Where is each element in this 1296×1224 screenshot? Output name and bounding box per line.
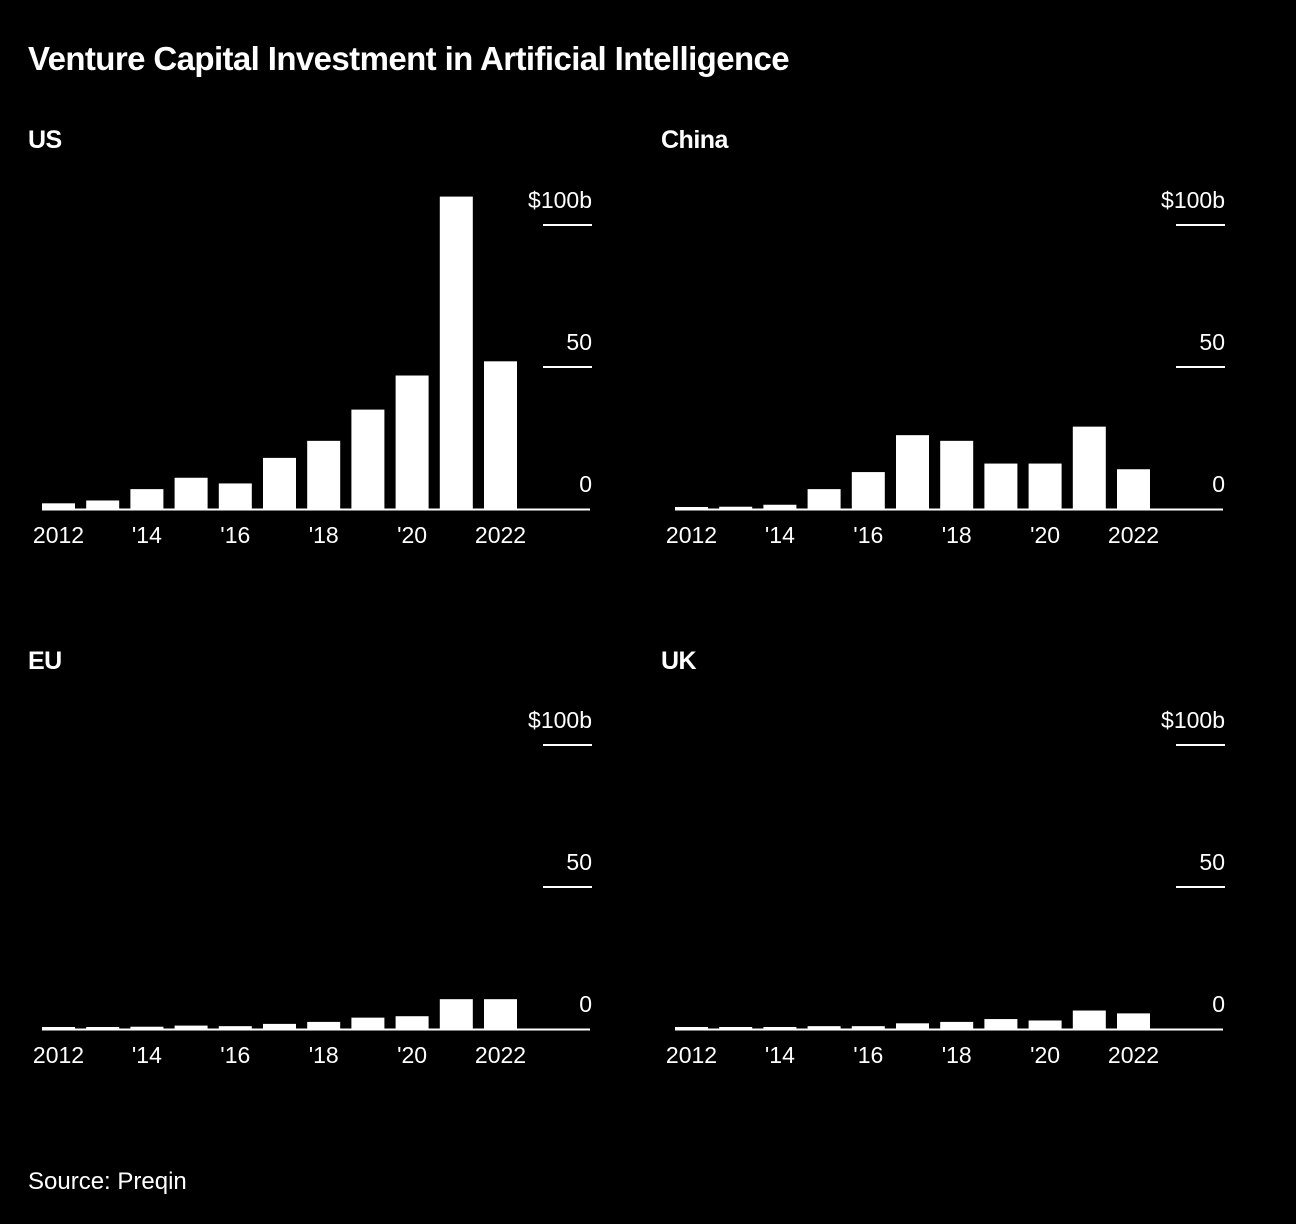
china-xtick-label: '20 <box>1030 522 1060 548</box>
us-bar-2020 <box>395 375 429 509</box>
eu-bar-2022 <box>484 999 517 1029</box>
uk-bar-2017 <box>896 1023 929 1029</box>
us-bar-2014 <box>130 489 164 509</box>
us-bar-2013 <box>86 500 120 509</box>
eu-bar-2020 <box>395 1016 429 1029</box>
china-ytick-label: $100b <box>1161 187 1225 213</box>
eu-bar-2017 <box>263 1023 296 1029</box>
china-xtick-label: '16 <box>853 522 883 548</box>
uk-bar-2013 <box>719 1027 753 1029</box>
eu-ytick-label: 0 <box>579 991 592 1017</box>
uk-bar-2019 <box>984 1019 1018 1029</box>
china-bar-2018 <box>940 440 974 509</box>
uk-xtick-label: 2022 <box>1108 1042 1159 1068</box>
chart-title: Venture Capital Investment in Artificial… <box>28 40 790 77</box>
us-xtick-label: '16 <box>220 522 250 548</box>
china-xtick-label: 2022 <box>1108 522 1159 548</box>
china-bar-2016 <box>851 472 885 509</box>
us-bar-2017 <box>263 457 296 509</box>
us-xtick-label: '18 <box>309 522 339 548</box>
us-bar-2015 <box>174 477 208 509</box>
us-bar-chart: $100b 50 0 2012 '14 '16 '18 '20 2022 <box>33 187 592 548</box>
china-xtick-label: '14 <box>765 522 795 548</box>
us-ytick-label: $100b <box>528 187 592 213</box>
uk-xtick-label: 2012 <box>666 1042 717 1068</box>
china-ytick-label: 50 <box>1199 329 1225 355</box>
eu-xtick-label: 2022 <box>475 1042 526 1068</box>
china-bar-2014 <box>763 504 797 509</box>
eu-ytick-label: 50 <box>566 849 592 875</box>
eu-bar-2013 <box>86 1027 120 1029</box>
us-bar-2022 <box>484 361 517 509</box>
uk-bar-2022 <box>1117 1013 1150 1029</box>
eu-bar-2015 <box>174 1025 208 1029</box>
eu-bar-2018 <box>307 1021 341 1029</box>
us-bar-2018 <box>307 440 341 509</box>
china-xtick-label: 2012 <box>666 522 717 548</box>
us-bar-2016 <box>218 483 252 509</box>
us-xtick-label: '20 <box>397 522 427 548</box>
uk-bar-2020 <box>1028 1020 1062 1029</box>
china-bar-2021 <box>1072 426 1106 509</box>
us-bar-2021 <box>439 196 473 509</box>
uk-bar-2018 <box>940 1021 974 1029</box>
us-ytick-label: 50 <box>566 329 592 355</box>
china-bar-2012 <box>675 507 708 509</box>
eu-bar-2016 <box>218 1026 252 1029</box>
panel-title-china: China <box>661 126 728 154</box>
uk-bar-2014 <box>763 1027 797 1029</box>
china-bar-chart: $100b 50 0 2012 '14 '16 '18 '20 2022 <box>666 187 1225 548</box>
eu-ytick-label: $100b <box>528 707 592 733</box>
eu-bar-2012 <box>42 1027 75 1029</box>
eu-xtick-label: '16 <box>220 1042 250 1068</box>
china-ytick-label: 0 <box>1212 471 1225 497</box>
china-bar-2017 <box>896 435 929 509</box>
china-bar-2019 <box>984 463 1018 509</box>
china-bar-2015 <box>807 489 841 509</box>
china-xtick-label: '18 <box>942 522 972 548</box>
china-bar-2013 <box>719 506 753 509</box>
uk-xtick-label: '20 <box>1030 1042 1060 1068</box>
uk-ytick-label: 50 <box>1199 849 1225 875</box>
eu-xtick-label: '14 <box>132 1042 162 1068</box>
us-xtick-label: '14 <box>132 522 162 548</box>
uk-xtick-label: '18 <box>942 1042 972 1068</box>
us-ytick-label: 0 <box>579 471 592 497</box>
china-bar-2020 <box>1028 463 1062 509</box>
uk-bar-2021 <box>1072 1010 1106 1029</box>
eu-xtick-label: 2012 <box>33 1042 84 1068</box>
uk-bar-chart: $100b 50 0 2012 '14 '16 '18 '20 2022 <box>666 707 1225 1068</box>
us-xtick-label: 2022 <box>475 522 526 548</box>
uk-bar-2012 <box>675 1027 708 1029</box>
panel-title-us: US <box>28 126 62 154</box>
eu-bar-chart: $100b 50 0 2012 '14 '16 '18 '20 2022 <box>33 707 592 1068</box>
us-bar-2019 <box>351 409 385 509</box>
eu-bar-2021 <box>439 999 473 1029</box>
uk-ytick-label: $100b <box>1161 707 1225 733</box>
uk-bar-2016 <box>851 1026 885 1029</box>
panel-title-eu: EU <box>28 647 62 675</box>
china-bar-2022 <box>1117 469 1150 509</box>
uk-ytick-label: 0 <box>1212 991 1225 1017</box>
uk-bar-2015 <box>807 1026 841 1029</box>
eu-xtick-label: '18 <box>309 1042 339 1068</box>
eu-bar-2014 <box>130 1026 164 1029</box>
source-note: Source: Preqin <box>28 1168 187 1195</box>
us-xtick-label: 2012 <box>33 522 84 548</box>
uk-xtick-label: '16 <box>853 1042 883 1068</box>
eu-bar-2019 <box>351 1017 385 1029</box>
panel-title-uk: UK <box>661 647 697 675</box>
uk-xtick-label: '14 <box>765 1042 795 1068</box>
us-bar-2012 <box>42 503 75 509</box>
eu-xtick-label: '20 <box>397 1042 427 1068</box>
